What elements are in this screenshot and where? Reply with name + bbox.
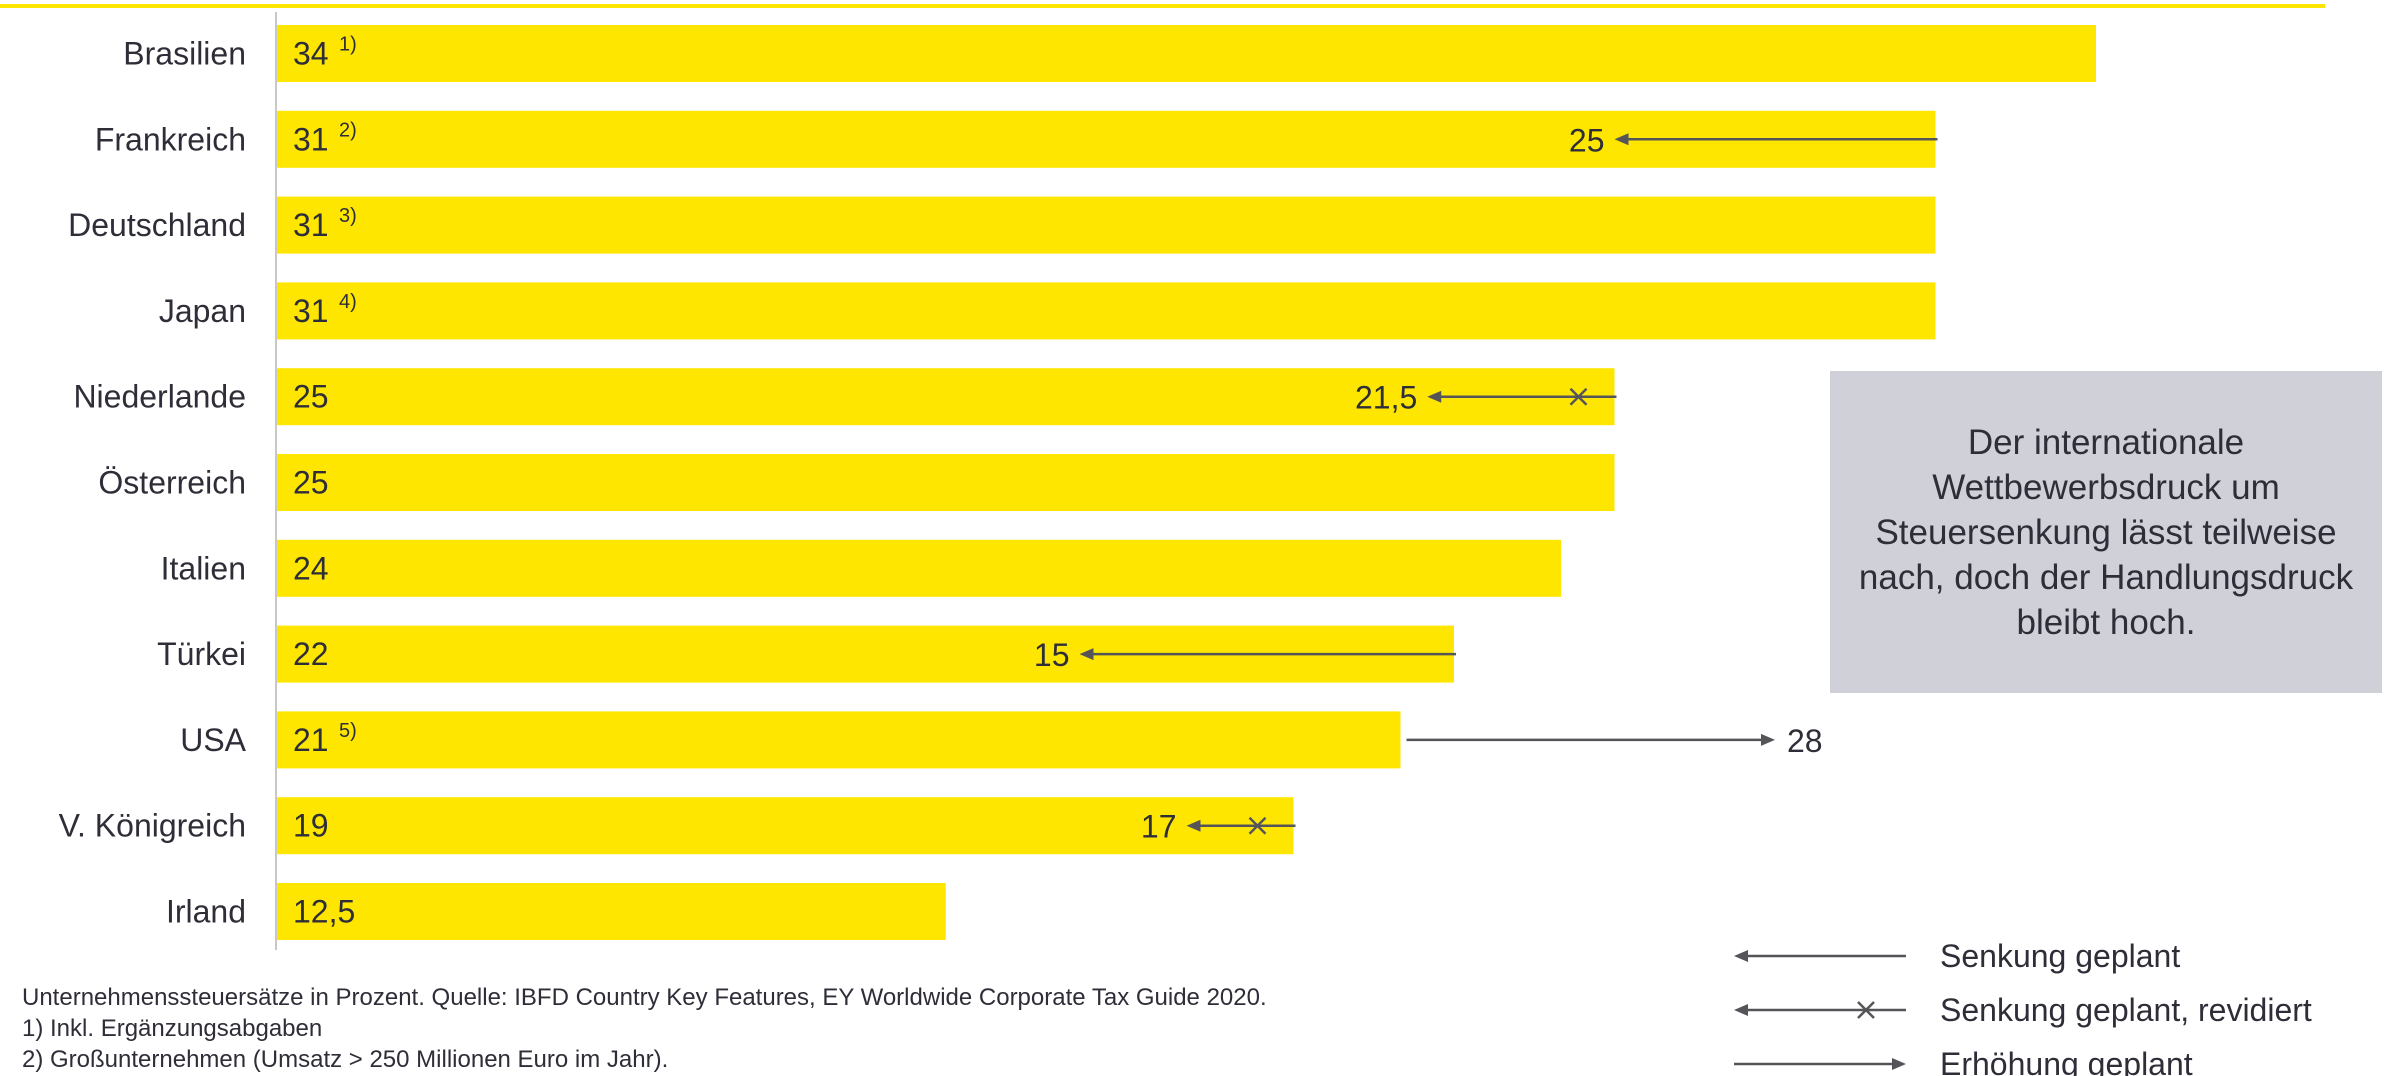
- footnote-mark: 3): [339, 205, 357, 227]
- legend-label: Erhöhung geplant: [1940, 1046, 2193, 1076]
- category-label: Italien: [161, 550, 246, 586]
- callout-box: Der internationale Wettbewerbsdruck um S…: [1830, 371, 2382, 693]
- arrow-head: [1186, 819, 1201, 832]
- bar-value-label: 21: [293, 722, 329, 758]
- legend-item-decrease: Senkung geplant: [1734, 938, 2180, 974]
- bar-value-label: 25: [293, 379, 329, 415]
- planned-value-label: 15: [1034, 637, 1070, 673]
- planned-value-label: 17: [1141, 809, 1177, 845]
- legend: Senkung geplant Senkung geplant, revidier…: [1734, 938, 2312, 1076]
- arrow-head: [1614, 133, 1629, 146]
- footnote-mark: 4): [339, 291, 357, 313]
- arrow-head: [1427, 390, 1442, 403]
- category-label: Brasilien: [123, 36, 246, 72]
- footnote-mark: 1): [339, 34, 357, 56]
- arrow-head: [1734, 950, 1748, 962]
- callout-text: Der internationale Wettbewerbsdruck um S…: [1858, 422, 2354, 642]
- bar-value-label: 24: [293, 550, 329, 586]
- planned-value-label: 21,5: [1355, 380, 1417, 416]
- footnote-mark: 2): [339, 119, 357, 141]
- bar: [277, 454, 1615, 511]
- bar: [277, 711, 1401, 769]
- bar: [277, 25, 2096, 82]
- planned-change-decrease: 15: [1034, 637, 1456, 673]
- revised-cross: [1248, 816, 1267, 835]
- legend-item-decrease_revised: Senkung geplant, revidiert: [1734, 992, 2312, 1028]
- bar-value-label: 19: [293, 808, 329, 844]
- planned-change-decrease_revised: 21,5: [1355, 380, 1617, 416]
- bar-value-label: 31: [293, 121, 329, 157]
- bar: [277, 797, 1294, 855]
- arrow-head: [1892, 1058, 1906, 1070]
- planned-change-decrease_revised: 17: [1141, 809, 1296, 845]
- footnote-2: 2) Großunternehmen (Umsatz > 250 Million…: [22, 1046, 669, 1073]
- category-label: Niederlande: [73, 379, 246, 415]
- planned-value-label: 25: [1569, 122, 1605, 158]
- footnote-1: 1) Inkl. Ergänzungsabgaben: [22, 1015, 323, 1042]
- bar: [277, 196, 1936, 254]
- bar: [277, 539, 1561, 597]
- planned-change-decrease: 25: [1569, 122, 1938, 158]
- legend-label: Senkung geplant: [1940, 938, 2180, 974]
- revised-cross: [1857, 1001, 1875, 1019]
- source-note: Unternehmenssteuersätze in Prozent. Quel…: [22, 984, 1267, 1011]
- category-label: Deutschland: [68, 207, 246, 243]
- bar-value-label: 31: [293, 207, 329, 243]
- category-label: Österreich: [98, 465, 246, 501]
- revised-cross: [1569, 387, 1588, 406]
- bar: [277, 883, 946, 940]
- arrow-head: [1734, 1004, 1748, 1016]
- bar-value-label: 25: [293, 465, 329, 501]
- category-label: Türkei: [157, 636, 246, 672]
- arrow-head: [1761, 733, 1775, 746]
- category-label: Frankreich: [95, 121, 246, 157]
- bar-value-label: 12,5: [293, 894, 355, 930]
- planned-change-increase: 28: [1406, 723, 1823, 759]
- bar-value-label: 31: [293, 293, 329, 329]
- footnote-mark: 5): [339, 720, 357, 742]
- bar-value-label: 22: [293, 636, 329, 672]
- category-label: USA: [180, 722, 246, 758]
- chart-notes: Unternehmenssteuersätze in Prozent. Quel…: [22, 982, 1267, 1075]
- legend-label: Senkung geplant, revidiert: [1940, 992, 2312, 1028]
- category-label: Japan: [159, 293, 246, 329]
- bar: [277, 368, 1615, 426]
- legend-item-increase: Erhöhung geplant: [1734, 1046, 2193, 1076]
- planned-value-label: 28: [1787, 723, 1823, 759]
- bar-value-label: 34: [293, 36, 329, 72]
- bar: [277, 282, 1936, 340]
- category-label: V. Königreich: [59, 808, 246, 844]
- arrow-head: [1079, 648, 1094, 661]
- category-label: Irland: [166, 894, 246, 930]
